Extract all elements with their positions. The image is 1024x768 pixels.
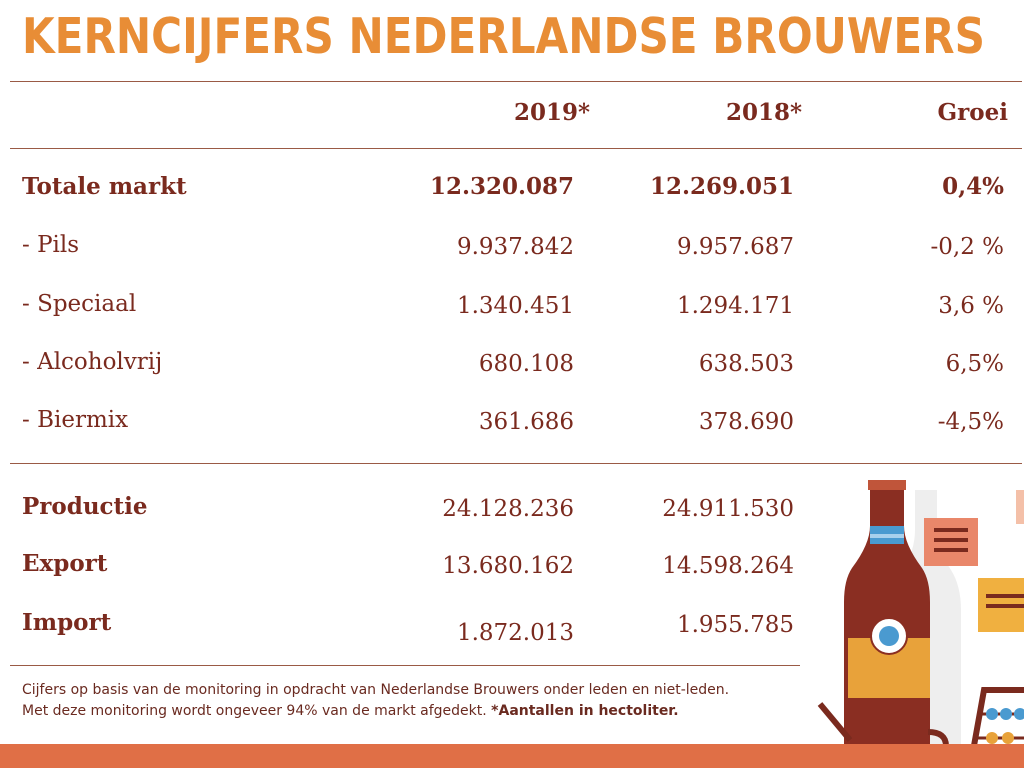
- value-2018: 14.598.264: [662, 553, 794, 579]
- footnote-line-1: Cijfers op basis van de monitoring in op…: [22, 682, 730, 698]
- value-2018: 12.269.051: [649, 173, 794, 200]
- note-card-icon: [924, 518, 978, 566]
- header-top-rule: [10, 81, 1022, 82]
- value-2019: 680.108: [478, 351, 574, 377]
- column-header-2018: 2018*: [725, 99, 802, 126]
- row-label: - Biermix: [22, 407, 129, 433]
- footnote-unit-note: *Aantallen in hectoliter.: [491, 703, 679, 719]
- footnote-text: Met deze monitoring wordt ongeveer 94% v…: [22, 703, 492, 719]
- row-label: Totale markt: [22, 173, 187, 200]
- row-label: - Alcoholvrij: [22, 349, 163, 375]
- page-title: KERNCIJFERS NEDERLANDSE BROUWERS: [22, 8, 985, 65]
- value-2018: 9.957.687: [676, 234, 794, 260]
- value-growth: 6,5%: [945, 351, 1004, 377]
- value-growth: 3,6 %: [938, 293, 1004, 319]
- row-label: - Speciaal: [22, 291, 137, 317]
- row-label: Productie: [22, 493, 148, 520]
- value-2019: 361.686: [478, 409, 574, 435]
- beer-illustration: [817, 480, 1024, 768]
- section-divider: [10, 463, 1022, 464]
- value-2019: 13.680.162: [442, 553, 574, 579]
- row-label: Import: [22, 609, 112, 636]
- column-header-growth: Groei: [937, 99, 1008, 126]
- value-2019: 24.128.236: [442, 496, 574, 522]
- value-2019: 1.340.451: [456, 293, 574, 319]
- value-2019: 12.320.087: [429, 173, 574, 200]
- footnote: Cijfers op basis van de monitoring in op…: [22, 680, 812, 722]
- footnote-line-2: Met deze monitoring wordt ongeveer 94% v…: [22, 701, 812, 722]
- value-growth: 0,4%: [942, 173, 1004, 200]
- header-bottom-rule: [10, 148, 1022, 149]
- value-2018: 24.911.530: [662, 496, 794, 522]
- note-card-icon: [978, 578, 1024, 632]
- value-2018: 1.294.171: [676, 293, 794, 319]
- row-label: Export: [22, 550, 108, 577]
- value-2018: 378.690: [698, 409, 794, 435]
- beer-bottle-icon: [844, 480, 930, 762]
- footnote-rule: [10, 665, 800, 666]
- value-2018: 638.503: [698, 351, 794, 377]
- footer-bar: [0, 744, 1024, 768]
- value-2018: 1.955.785: [676, 612, 794, 638]
- abacus-icon: [967, 687, 1024, 768]
- value-2019: 9.937.842: [456, 234, 574, 260]
- row-label: - Pils: [22, 232, 80, 258]
- column-header-2019: 2019*: [513, 99, 590, 126]
- value-2019: 1.872.013: [456, 620, 574, 646]
- value-growth: -4,5%: [937, 409, 1004, 435]
- value-growth: -0,2 %: [930, 234, 1004, 260]
